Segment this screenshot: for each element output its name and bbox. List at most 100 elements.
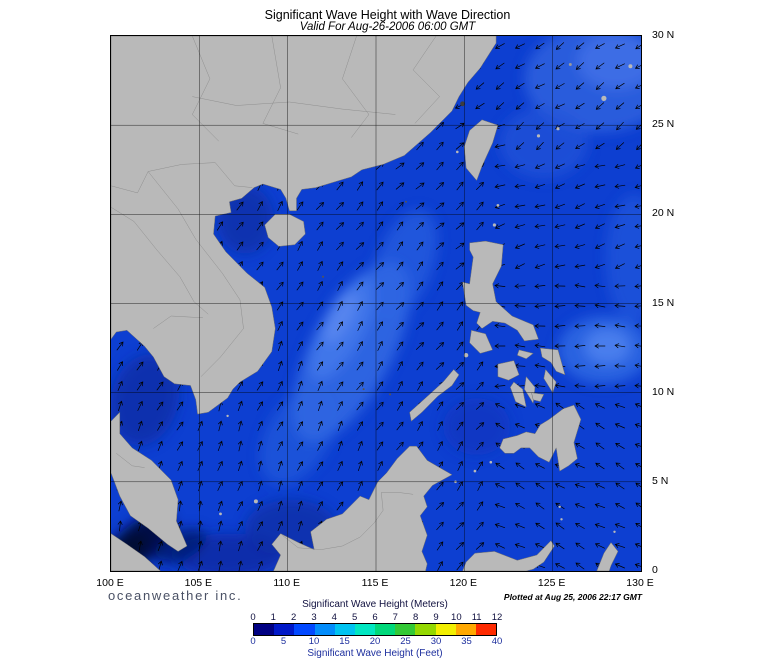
feet-tick: 35 xyxy=(461,636,472,647)
colorbar-cell xyxy=(254,624,275,635)
meters-tick: 0 xyxy=(250,612,256,623)
lat-label: 10 N xyxy=(652,385,675,398)
island-dot xyxy=(226,414,229,418)
colorbar-cell xyxy=(314,624,335,635)
island-dot xyxy=(568,63,572,66)
island-dot xyxy=(536,134,541,138)
land-bohol xyxy=(531,392,545,402)
colorbar-cell xyxy=(455,624,476,635)
island-dot xyxy=(460,101,465,107)
plotted-timestamp: Plotted at Aug 25, 2006 22:17 GMT xyxy=(503,592,642,602)
land-borneo xyxy=(271,445,453,571)
lat-label: 30 N xyxy=(652,29,675,41)
feet-tick: 40 xyxy=(491,636,503,647)
feet-tick: 30 xyxy=(430,636,442,647)
colorbar-cell xyxy=(274,624,295,635)
lon-label: 130 E xyxy=(626,577,654,589)
meters-tick: 9 xyxy=(433,612,439,623)
colorbar-cell xyxy=(334,624,355,635)
island-dot xyxy=(362,388,365,391)
meters-tick: 1 xyxy=(270,612,276,623)
meters-tick: 4 xyxy=(331,612,337,623)
feet-tick: 15 xyxy=(339,636,350,647)
legend-meters-label: Significant Wave Height (Meters) xyxy=(302,599,448,610)
wave-height-region xyxy=(605,194,641,324)
wave-height-region xyxy=(217,185,274,254)
island-dot xyxy=(405,200,407,203)
island-dot xyxy=(456,150,459,154)
meters-tick: 10 xyxy=(451,612,462,623)
lon-label: 125 E xyxy=(537,577,566,589)
colorbar-cell xyxy=(354,624,376,635)
border-line xyxy=(262,36,299,135)
chart-title: Significant Wave Height with Wave Direct… xyxy=(264,8,511,22)
meters-tick: 7 xyxy=(392,612,398,623)
island-dot xyxy=(322,275,324,278)
lat-label: 25 N xyxy=(652,118,675,131)
border-line xyxy=(111,171,149,194)
border-line xyxy=(111,207,209,315)
lon-label: 105 E xyxy=(184,577,213,589)
wave-height-region xyxy=(499,107,588,179)
land-sumatra xyxy=(111,533,161,571)
island-dot xyxy=(560,518,563,521)
wave-height-region xyxy=(443,398,511,456)
feet-tick: 25 xyxy=(400,636,411,647)
wave-height-region xyxy=(371,209,438,319)
island-dot xyxy=(489,460,493,464)
oceanweather-logo: oceanweather inc. xyxy=(108,588,243,603)
lon-label: 100 E xyxy=(96,577,124,589)
island-dot xyxy=(496,204,500,207)
land-luzon xyxy=(462,240,539,342)
wave-map xyxy=(111,36,641,571)
wave-height-region xyxy=(259,386,337,485)
colorbar-cell xyxy=(375,624,396,635)
border-line xyxy=(116,453,145,468)
wave-height-region xyxy=(324,292,358,344)
island-dot xyxy=(473,469,477,473)
land-mindanao xyxy=(499,404,582,472)
lat-label: 5 N xyxy=(652,474,669,487)
legend-meters-ticks: 0 1 2 3 4 5 6 7 8 9 10 11 12 xyxy=(250,612,502,623)
border-line xyxy=(192,36,219,142)
land-mindoro xyxy=(469,329,493,354)
meters-tick: 2 xyxy=(291,612,297,623)
feet-tick: 5 xyxy=(280,636,287,647)
wave-height-shading xyxy=(111,36,641,571)
graticule xyxy=(111,36,641,571)
border-line xyxy=(412,36,440,124)
wave-height-region xyxy=(584,328,631,365)
land-taiwan xyxy=(464,119,499,181)
land-layer xyxy=(111,36,633,571)
border-line xyxy=(342,36,370,138)
island-dot xyxy=(492,223,496,227)
lat-label: 0 xyxy=(652,564,658,576)
colorbar-cell xyxy=(475,624,497,635)
wave-height-region xyxy=(577,36,641,90)
meters-tick: 8 xyxy=(413,612,419,623)
feet-tick: 10 xyxy=(308,636,320,647)
border-line xyxy=(282,492,414,550)
lat-label: 20 N xyxy=(652,207,675,220)
land-mainland xyxy=(111,36,497,415)
land-sulawesi xyxy=(462,540,555,571)
map-plot-area xyxy=(110,35,642,572)
land-panay xyxy=(497,360,520,381)
lat-label: 15 N xyxy=(652,296,675,309)
colorbar-cell xyxy=(435,624,456,635)
island-dot xyxy=(601,95,607,101)
island-dot xyxy=(556,127,560,131)
island-dot xyxy=(389,393,392,396)
lon-label: 115 E xyxy=(361,577,389,589)
island-dot xyxy=(219,512,222,516)
border-line xyxy=(148,162,253,188)
meters-tick: 3 xyxy=(311,612,317,623)
legend-feet-ticks: 0 5 10 15 20 25 30 35 40 xyxy=(250,636,502,647)
meters-tick: 12 xyxy=(491,612,503,623)
admin-borders xyxy=(111,36,440,550)
chart-subtitle: Valid For Aug-26-2006 06:00 GMT xyxy=(299,21,476,33)
meters-tick: 5 xyxy=(352,612,358,623)
island-dot xyxy=(628,64,633,69)
